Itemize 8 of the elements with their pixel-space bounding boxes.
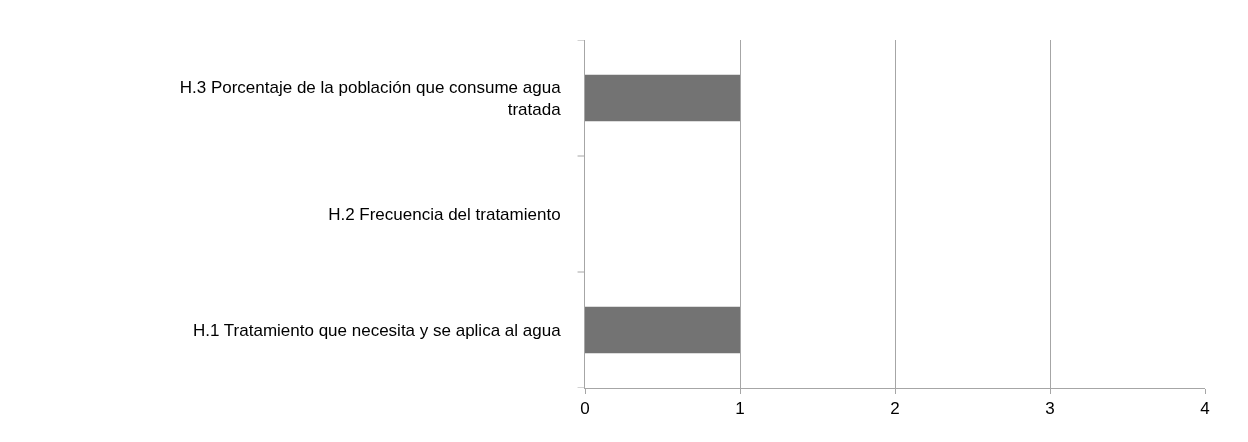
- x-tick-label: 3: [1045, 399, 1055, 419]
- x-tick-label: 2: [890, 399, 900, 419]
- x-tick-label: 4: [1200, 399, 1210, 419]
- y-tick-label: H.3 Porcentaje de la población que consume agua tratada: [179, 77, 562, 119]
- x-tick-label: 0: [580, 399, 590, 419]
- x-tick-label: 1: [735, 399, 745, 419]
- y-tick-label: H.2 Frecuencia del tratamiento: [328, 204, 561, 224]
- y-tick-label: H.1 Tratamiento que necesita y se aplica al agua: [192, 320, 562, 340]
